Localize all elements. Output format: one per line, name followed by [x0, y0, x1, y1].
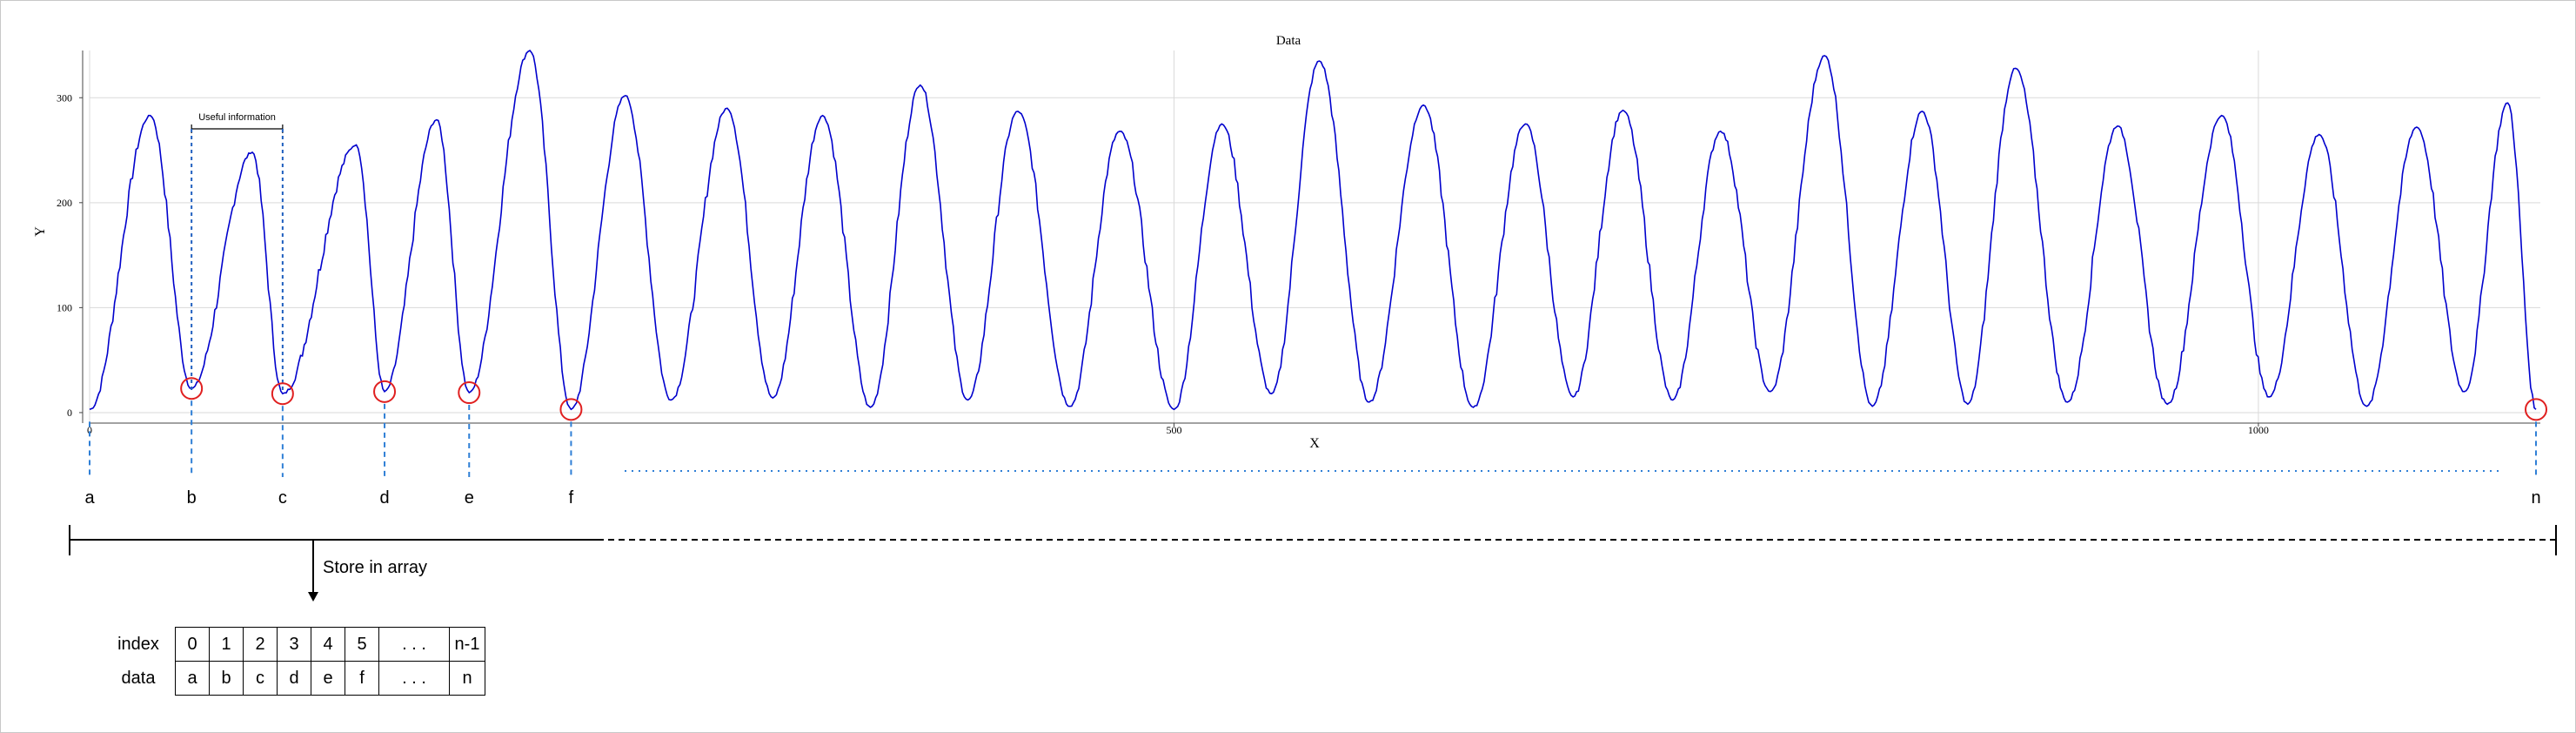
data-cell: b: [209, 661, 244, 696]
grid: [89, 50, 2540, 423]
data-series-line: [89, 49, 2537, 411]
marker-circle: [2525, 398, 2548, 421]
x-axis-label: X: [1309, 436, 1320, 451]
data-cell: f: [345, 661, 379, 696]
index-cell: n-1: [449, 627, 485, 662]
y-tick-label: 200: [57, 197, 72, 209]
x-tick-label: 500: [1166, 424, 1181, 436]
data-cell: a: [175, 661, 210, 696]
marker-circle: [458, 381, 481, 405]
data-cell: n: [449, 661, 485, 696]
y-tick-label: 100: [57, 301, 72, 313]
index-cell: 3: [277, 627, 311, 662]
index-cell: . . .: [378, 627, 450, 662]
data-cell: e: [311, 661, 345, 696]
index-cell: 4: [311, 627, 345, 662]
marker-label: d: [379, 488, 389, 508]
tick-labels: 0 100 200 300 0 500 1000: [57, 91, 2269, 436]
chart-title: Data: [1276, 34, 1301, 48]
y-axis-label: Y: [33, 226, 48, 237]
marker-label: c: [278, 488, 287, 508]
useful-information-label: Useful information: [198, 112, 276, 123]
marker-circle: [271, 382, 294, 406]
data-cell: c: [243, 661, 278, 696]
useful-information-annotation: Useful information: [191, 112, 284, 392]
marker-label: e: [465, 488, 474, 508]
y-tick-label: 300: [57, 91, 72, 104]
axes: [82, 50, 2540, 424]
x-tick-label: 0: [87, 424, 92, 436]
data-row-header: data: [121, 668, 156, 688]
marker-label: f: [569, 488, 574, 508]
marker-circle: [180, 377, 204, 400]
index-row-header: index: [117, 634, 159, 654]
marker-circle: [559, 398, 583, 421]
y-tick-label: 0: [67, 407, 72, 419]
timeline: Store in array: [69, 470, 2557, 602]
store-in-array-label: Store in array: [323, 558, 427, 577]
index-cell: 5: [345, 627, 379, 662]
data-cell: d: [277, 661, 311, 696]
index-cell: 2: [243, 627, 278, 662]
store-arrow-head: [308, 592, 318, 602]
marker-label: n: [2531, 488, 2540, 508]
marker-label: a: [84, 488, 95, 508]
index-cell: 1: [209, 627, 244, 662]
marker-label: b: [187, 488, 197, 508]
index-cell: 0: [175, 627, 210, 662]
data-cell: . . .: [378, 661, 450, 696]
x-tick-label: 1000: [2248, 424, 2269, 436]
marker-circle: [373, 380, 397, 403]
